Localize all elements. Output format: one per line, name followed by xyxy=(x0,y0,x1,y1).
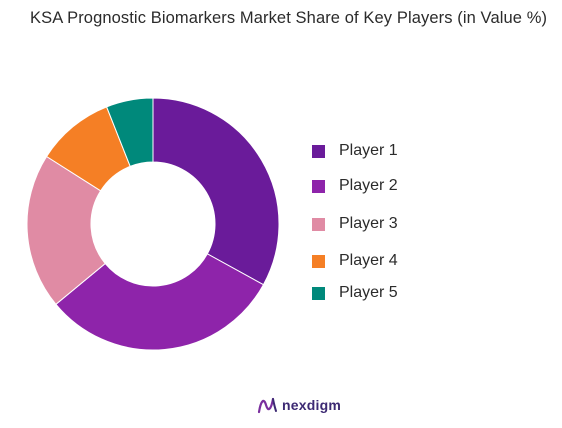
donut-slice-player-3[interactable] xyxy=(26,155,106,306)
legend-item-player-3[interactable]: Player 3 xyxy=(312,215,398,233)
legend-swatch xyxy=(312,254,325,268)
legend-swatch xyxy=(312,286,325,300)
donut-slice-player-2[interactable] xyxy=(55,253,265,351)
legend-label: Player 2 xyxy=(339,177,398,194)
legend-swatch xyxy=(312,144,325,158)
legend-label: Player 1 xyxy=(339,142,398,159)
chart-title: KSA Prognostic Biomarkers Market Share o… xyxy=(30,9,548,27)
logo-text: nexdigm xyxy=(282,397,341,413)
nexdigm-logo: nexdigm xyxy=(256,394,341,416)
nexdigm-logo-icon xyxy=(257,397,277,414)
legend-swatch xyxy=(312,179,325,193)
legend-label: Player 5 xyxy=(339,284,398,301)
legend-label: Player 3 xyxy=(339,215,398,232)
legend-item-player-4[interactable]: Player 4 xyxy=(312,252,398,270)
legend-label: Player 4 xyxy=(339,252,398,269)
donut-slice-player-5[interactable] xyxy=(105,97,154,168)
donut-slice-player-1[interactable] xyxy=(152,97,280,286)
legend-swatch xyxy=(312,217,325,231)
legend-item-player-2[interactable]: Player 2 xyxy=(312,177,398,195)
legend-item-player-5[interactable]: Player 5 xyxy=(312,284,398,302)
legend-item-player-1[interactable]: Player 1 xyxy=(312,142,398,160)
